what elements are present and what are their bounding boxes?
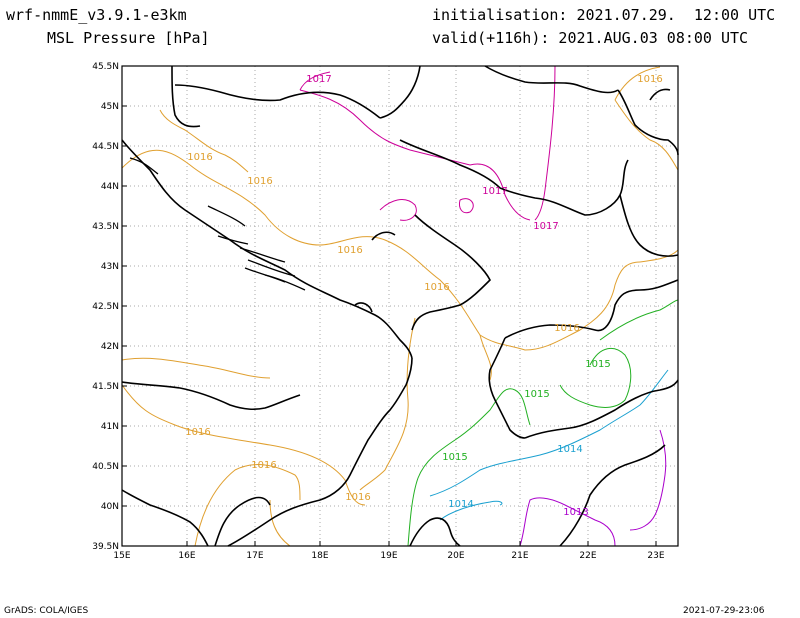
lat-label: 40.5N — [92, 462, 119, 472]
lat-label: 40N — [101, 502, 119, 512]
footer-grads: GrADS: COLA/IGES — [4, 606, 89, 616]
contour-label: 1016 — [185, 427, 210, 438]
lat-label: 41N — [101, 422, 119, 432]
contour-labels: 1017 1016 1016 1016 1017 1017 1016 1016 1016 1015… — [185, 74, 662, 518]
contour-label: 1013 — [563, 507, 588, 518]
longitude-axis: 15E 16E 17E 18E 19E 20E 21E 22E 23E — [113, 541, 665, 561]
lat-label: 44.5N — [92, 142, 119, 152]
lat-label: 43.5N — [92, 222, 119, 232]
init-time: initialisation: 2021.07.29. 12:00 UTC — [432, 6, 776, 24]
valid-time: valid(+116h): 2021.AUG.03 08:00 UTC — [432, 29, 749, 47]
contour-label: 1014 — [448, 499, 473, 510]
lat-label: 44N — [101, 182, 119, 192]
contour-label: 1014 — [557, 444, 582, 455]
isobar-1013 — [519, 429, 667, 547]
isobar-1014 — [429, 369, 669, 521]
footer-timestamp: 2021-07-29-23:06 — [683, 606, 765, 616]
contour-label: 1016 — [251, 460, 276, 471]
lon-label: 20E — [447, 551, 464, 561]
contour-label: 1016 — [637, 74, 662, 85]
lat-label: 42.5N — [92, 302, 119, 312]
contour-label: 1015 — [442, 452, 467, 463]
contour-label: 1016 — [247, 176, 272, 187]
coastline — [121, 65, 679, 547]
contour-label: 1016 — [345, 492, 370, 503]
lat-label: 41.5N — [92, 382, 119, 392]
lon-label: 23E — [647, 551, 664, 561]
lon-label: 17E — [246, 551, 263, 561]
contour-label: 1015 — [524, 389, 549, 400]
lon-label: 21E — [511, 551, 528, 561]
lat-label: 43N — [101, 262, 119, 272]
islands — [129, 157, 306, 291]
model-name: wrf-nmmE_v3.9.1-e3km — [6, 6, 187, 24]
lon-label: 15E — [113, 551, 130, 561]
contour-label: 1016 — [554, 323, 579, 334]
isobar-1017 — [299, 65, 556, 221]
contour-label: 1015 — [585, 359, 610, 370]
lat-label: 45N — [101, 102, 119, 112]
contour-label: 1017 — [482, 186, 507, 197]
grid-lines — [122, 66, 678, 546]
lat-label: 39.5N — [92, 542, 119, 552]
contour-label: 1017 — [533, 221, 558, 232]
contour-label: 1016 — [187, 152, 212, 163]
lat-label: 42N — [101, 342, 119, 352]
contour-label: 1016 — [337, 245, 362, 256]
lon-label: 19E — [380, 551, 397, 561]
field-name: MSL Pressure [hPa] — [47, 29, 210, 47]
lon-label: 16E — [178, 551, 195, 561]
lon-label: 22E — [579, 551, 596, 561]
contour-label: 1017 — [306, 74, 331, 85]
lon-label: 18E — [311, 551, 328, 561]
lat-label: 45.5N — [92, 62, 119, 72]
contour-label: 1016 — [424, 282, 449, 293]
latitude-axis: 45.5N 45N 44.5N 44N 43.5N 43N 42.5N 42N 41.5N 41N… — [92, 62, 127, 552]
isobar-1015 — [407, 299, 679, 547]
